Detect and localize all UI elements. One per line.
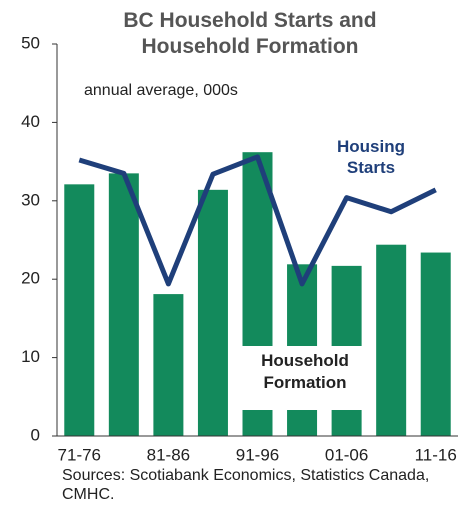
bar [420,252,451,436]
y-tick-label: 0 [31,425,40,444]
bar [197,189,228,436]
bar [64,184,95,436]
bar-label: Household Formation [261,351,349,392]
bar [376,244,407,436]
line [78,154,437,287]
y-tick-label: 20 [21,269,40,288]
y-tick-label: 10 [21,347,40,366]
y-tick-label: 30 [21,190,40,209]
x-tick-label: 81-86 [147,445,190,464]
bar [153,294,184,436]
x-tick-label: 01-06 [325,445,368,464]
y-tick-label: 40 [21,112,40,131]
y-tick-label: 50 [21,33,40,52]
chart-title: BC Household Starts and Household Format… [123,9,377,58]
label-box [236,346,374,410]
subtitle: annual average, 000s [84,82,238,99]
source: Sources: Scotiabank Economics, Statistic… [62,467,430,503]
x-tick-label: 71-76 [58,445,101,464]
x-tick-label: 91-96 [236,445,279,464]
line-label: Housing Starts [337,137,405,177]
x-tick-label: 11-16 [415,445,457,464]
bar [108,173,139,437]
